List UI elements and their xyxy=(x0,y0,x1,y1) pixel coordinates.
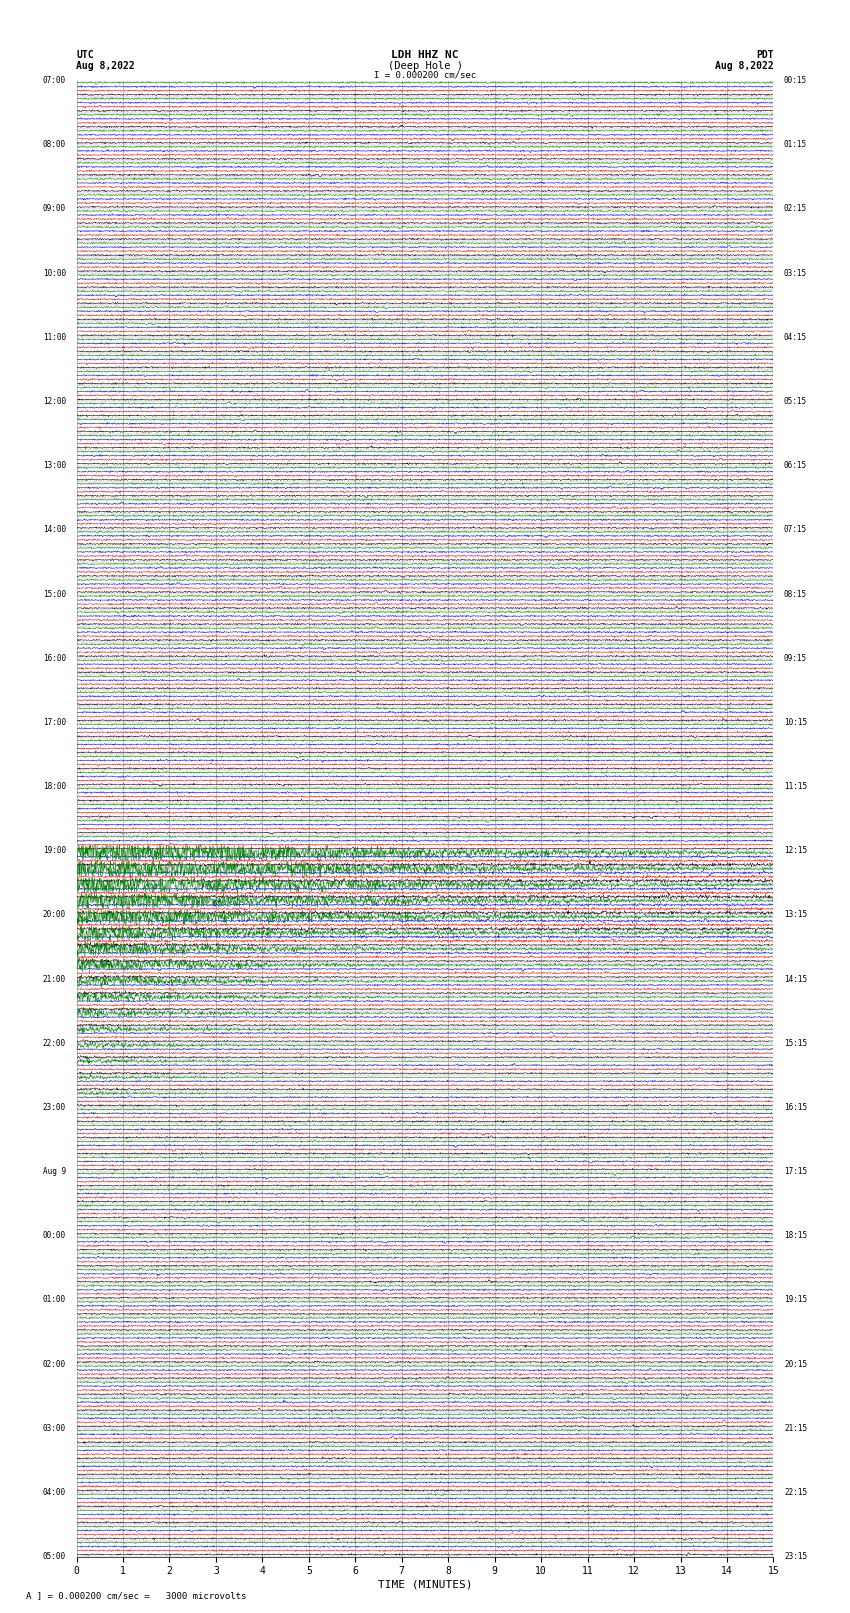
Text: 05:00: 05:00 xyxy=(42,1552,66,1561)
Text: 01:15: 01:15 xyxy=(784,140,808,150)
Text: 20:00: 20:00 xyxy=(42,910,66,919)
Text: 07:15: 07:15 xyxy=(784,526,808,534)
Text: 10:15: 10:15 xyxy=(784,718,808,727)
Text: 23:00: 23:00 xyxy=(42,1103,66,1111)
Text: 19:00: 19:00 xyxy=(42,847,66,855)
Text: 17:00: 17:00 xyxy=(42,718,66,727)
Text: 23:15: 23:15 xyxy=(784,1552,808,1561)
X-axis label: TIME (MINUTES): TIME (MINUTES) xyxy=(377,1579,473,1589)
Text: 21:15: 21:15 xyxy=(784,1424,808,1432)
Text: 11:15: 11:15 xyxy=(784,782,808,790)
Text: 02:15: 02:15 xyxy=(784,205,808,213)
Text: 09:15: 09:15 xyxy=(784,653,808,663)
Text: 06:15: 06:15 xyxy=(784,461,808,469)
Text: (Deep Hole ): (Deep Hole ) xyxy=(388,61,462,71)
Text: 16:00: 16:00 xyxy=(42,653,66,663)
Text: 17:15: 17:15 xyxy=(784,1168,808,1176)
Text: 08:15: 08:15 xyxy=(784,589,808,598)
Text: 11:00: 11:00 xyxy=(42,332,66,342)
Text: 12:15: 12:15 xyxy=(784,847,808,855)
Text: 09:00: 09:00 xyxy=(42,205,66,213)
Text: 03:15: 03:15 xyxy=(784,269,808,277)
Text: 13:00: 13:00 xyxy=(42,461,66,469)
Text: 22:15: 22:15 xyxy=(784,1487,808,1497)
Text: Aug 9: Aug 9 xyxy=(42,1168,66,1176)
Text: 15:15: 15:15 xyxy=(784,1039,808,1048)
Text: 14:15: 14:15 xyxy=(784,974,808,984)
Text: 10:00: 10:00 xyxy=(42,269,66,277)
Text: 18:15: 18:15 xyxy=(784,1231,808,1240)
Text: Aug 8,2022: Aug 8,2022 xyxy=(76,61,135,71)
Text: 16:15: 16:15 xyxy=(784,1103,808,1111)
Text: 05:15: 05:15 xyxy=(784,397,808,406)
Text: 14:00: 14:00 xyxy=(42,526,66,534)
Text: I = 0.000200 cm/sec: I = 0.000200 cm/sec xyxy=(374,71,476,81)
Text: A ] = 0.000200 cm/sec =   3000 microvolts: A ] = 0.000200 cm/sec = 3000 microvolts xyxy=(26,1590,246,1600)
Text: UTC: UTC xyxy=(76,50,94,60)
Text: 04:00: 04:00 xyxy=(42,1487,66,1497)
Text: PDT: PDT xyxy=(756,50,774,60)
Text: 15:00: 15:00 xyxy=(42,589,66,598)
Text: 13:15: 13:15 xyxy=(784,910,808,919)
Text: 20:15: 20:15 xyxy=(784,1360,808,1368)
Text: 03:00: 03:00 xyxy=(42,1424,66,1432)
Text: 00:00: 00:00 xyxy=(42,1231,66,1240)
Text: 18:00: 18:00 xyxy=(42,782,66,790)
Text: 21:00: 21:00 xyxy=(42,974,66,984)
Text: 01:00: 01:00 xyxy=(42,1295,66,1305)
Text: LDH HHZ NC: LDH HHZ NC xyxy=(391,50,459,60)
Text: 19:15: 19:15 xyxy=(784,1295,808,1305)
Text: 22:00: 22:00 xyxy=(42,1039,66,1048)
Text: 04:15: 04:15 xyxy=(784,332,808,342)
Text: 12:00: 12:00 xyxy=(42,397,66,406)
Text: Aug 8,2022: Aug 8,2022 xyxy=(715,61,774,71)
Text: 02:00: 02:00 xyxy=(42,1360,66,1368)
Text: 00:15: 00:15 xyxy=(784,76,808,85)
Text: 08:00: 08:00 xyxy=(42,140,66,150)
Text: 07:00: 07:00 xyxy=(42,76,66,85)
